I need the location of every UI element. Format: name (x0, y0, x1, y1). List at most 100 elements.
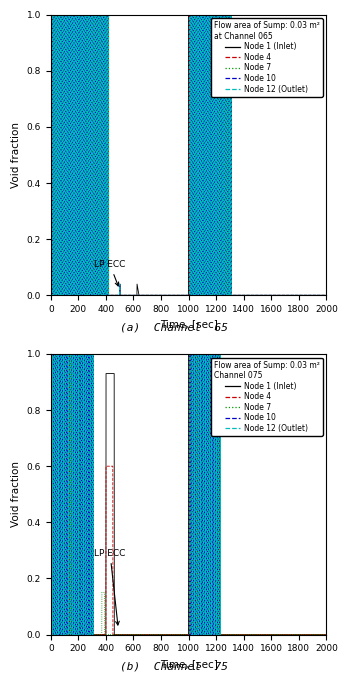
Node 12 (Outlet) (75, 350, 79, 358)
Node 7 (191, 350, 195, 358)
Node 7 (49, 291, 53, 299)
Node 4 (49, 630, 53, 639)
Node 12 (Outlet) (214, 291, 218, 299)
Node 4 (198, 291, 202, 299)
Line: Node 1 (Inlet): Node 1 (Inlet) (51, 354, 326, 634)
Node 7 (211, 350, 215, 358)
Text: (a)  Channel  65: (a) Channel 65 (120, 322, 229, 333)
Legend: Node 1 (Inlet), Node 4, Node 7, Node 10, Node 12 (Outlet): Node 1 (Inlet), Node 4, Node 7, Node 10,… (211, 358, 322, 436)
Node 1 (Inlet) (49, 10, 53, 18)
Node 12 (Outlet) (91, 10, 96, 18)
Node 7 (190, 630, 194, 639)
Node 4 (88, 350, 92, 358)
Node 12 (Outlet) (95, 291, 99, 299)
Line: Node 7: Node 7 (51, 354, 326, 634)
Node 10 (70, 630, 74, 639)
Node 1 (Inlet) (49, 291, 53, 299)
Node 4 (63, 10, 67, 18)
Node 1 (Inlet) (85, 291, 89, 299)
Node 10 (80, 350, 84, 358)
Node 4 (49, 350, 53, 358)
Node 10 (221, 10, 225, 18)
Node 10 (204, 630, 208, 639)
Node 1 (Inlet) (209, 630, 213, 639)
Node 12 (Outlet) (209, 10, 213, 18)
Line: Node 10: Node 10 (51, 14, 326, 295)
Node 7 (208, 10, 212, 18)
Node 4 (49, 10, 53, 18)
Node 4 (84, 630, 88, 639)
Node 1 (Inlet) (223, 10, 227, 18)
Line: Node 4: Node 4 (51, 354, 326, 634)
Node 10 (229, 10, 233, 18)
Node 1 (Inlet) (69, 350, 73, 358)
Node 12 (Outlet) (324, 291, 328, 299)
Node 1 (Inlet) (324, 291, 328, 299)
Node 7 (49, 350, 53, 358)
Line: Node 12 (Outlet): Node 12 (Outlet) (52, 354, 326, 634)
Node 4 (84, 10, 88, 18)
Node 10 (209, 630, 213, 639)
Node 10 (66, 291, 70, 299)
Node 7 (71, 630, 75, 639)
Node 4 (206, 350, 210, 358)
Node 1 (Inlet) (64, 630, 68, 639)
Node 12 (Outlet) (223, 291, 227, 299)
Node 4 (324, 291, 328, 299)
X-axis label: Time, [sec]: Time, [sec] (160, 659, 217, 669)
Line: Node 7: Node 7 (51, 14, 326, 295)
Node 4 (195, 350, 200, 358)
Node 7 (190, 630, 194, 639)
Node 10 (324, 291, 328, 299)
Node 4 (324, 630, 328, 639)
Node 12 (Outlet) (198, 291, 202, 299)
Node 1 (Inlet) (324, 630, 328, 639)
Node 12 (Outlet) (324, 630, 328, 639)
Node 7 (209, 10, 214, 18)
Node 4 (83, 10, 87, 18)
Node 10 (54, 291, 59, 299)
Node 1 (Inlet) (49, 350, 53, 358)
Node 10 (56, 630, 60, 639)
Text: LP ECC: LP ECC (94, 260, 126, 286)
Node 10 (196, 630, 201, 639)
Node 12 (Outlet) (71, 350, 75, 358)
Node 10 (324, 630, 328, 639)
Node 12 (Outlet) (50, 10, 54, 18)
Node 1 (Inlet) (224, 291, 228, 299)
Node 10 (77, 10, 81, 18)
Node 1 (Inlet) (49, 630, 53, 639)
Node 1 (Inlet) (58, 630, 62, 639)
Node 12 (Outlet) (77, 630, 81, 639)
Node 7 (81, 10, 86, 18)
Line: Node 4: Node 4 (51, 14, 326, 295)
Node 7 (324, 630, 328, 639)
Node 10 (49, 630, 53, 639)
Node 10 (49, 350, 53, 358)
Node 12 (Outlet) (53, 350, 57, 358)
Node 1 (Inlet) (215, 10, 219, 18)
Node 7 (324, 291, 328, 299)
Line: Node 12 (Outlet): Node 12 (Outlet) (52, 14, 326, 295)
Node 12 (Outlet) (50, 630, 54, 639)
Node 7 (106, 10, 111, 18)
Node 4 (62, 350, 66, 358)
X-axis label: Time, [sec]: Time, [sec] (160, 320, 217, 330)
Line: Node 10: Node 10 (51, 354, 326, 634)
Node 7 (52, 291, 56, 299)
Line: Node 1 (Inlet): Node 1 (Inlet) (51, 14, 326, 295)
Node 10 (49, 10, 53, 18)
Text: LP ECC: LP ECC (94, 549, 126, 625)
Node 12 (Outlet) (59, 350, 63, 358)
Node 10 (49, 291, 53, 299)
Node 7 (49, 630, 53, 639)
Node 1 (Inlet) (53, 291, 57, 299)
Node 12 (Outlet) (50, 350, 54, 358)
Node 1 (Inlet) (210, 630, 214, 639)
Node 12 (Outlet) (212, 350, 216, 358)
Node 7 (206, 10, 210, 18)
Node 1 (Inlet) (64, 350, 68, 358)
Node 7 (72, 350, 76, 358)
Node 4 (228, 10, 232, 18)
Node 10 (66, 10, 70, 18)
